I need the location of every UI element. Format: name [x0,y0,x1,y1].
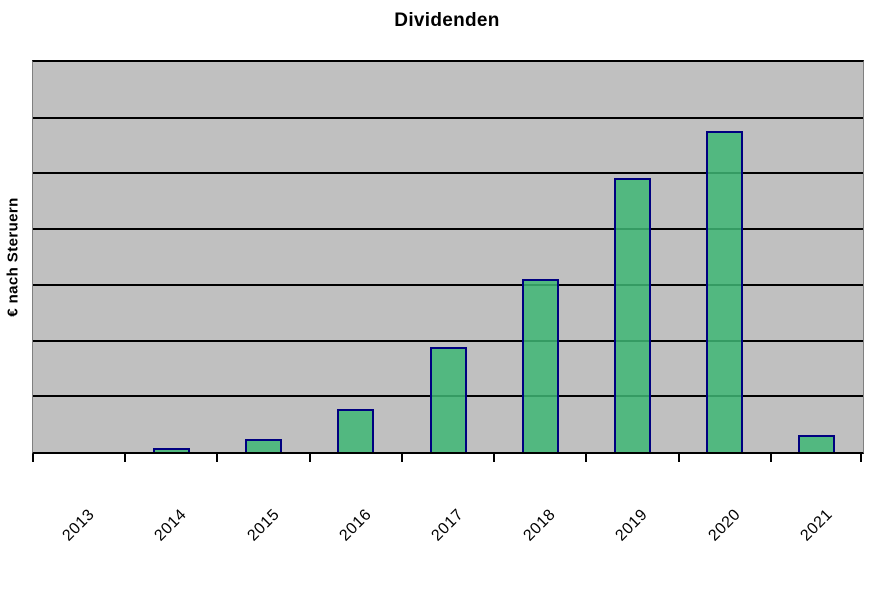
x-axis-tick [400,454,403,462]
y-axis-label: € nach Steruern [4,197,22,317]
bar-2021 [798,434,836,452]
bar-2016 [337,409,375,452]
chart-title: Dividenden [394,10,500,31]
x-axis-tick [677,454,680,462]
x-tick-label: 2014 [151,506,191,545]
x-tick-label: 2015 [243,506,283,545]
x-axis-tick [32,454,34,462]
x-axis-tick [860,454,862,462]
bar-2015 [245,439,283,452]
gridline [33,283,863,286]
x-axis-tick [216,454,219,462]
x-axis: 2013 2014 2015 2016 2017 2018 2019 2020 2021 [32,454,862,598]
x-axis-tick [493,454,496,462]
bar-2020 [706,130,744,452]
x-tick-label: 2020 [705,506,744,545]
gridline [33,116,863,119]
bar-2018 [521,278,559,452]
bar-2017 [429,346,467,452]
x-axis-tick [124,454,127,462]
x-axis-tick [769,454,772,462]
x-tick-label: 2018 [520,506,560,545]
x-tick-label: 2017 [428,506,468,545]
gridline [33,172,863,175]
bar-2014 [152,448,190,452]
x-axis-tick [585,454,588,462]
x-tick-label: 2021 [797,506,836,545]
x-tick-label: 2013 [59,506,99,545]
gridline [33,228,863,231]
x-tick-label: 2019 [612,506,652,545]
bar-2019 [613,177,651,452]
x-axis-tick [308,454,311,462]
plot-area [32,60,864,454]
gridline [33,339,863,342]
x-tick-label: 2016 [336,506,375,545]
